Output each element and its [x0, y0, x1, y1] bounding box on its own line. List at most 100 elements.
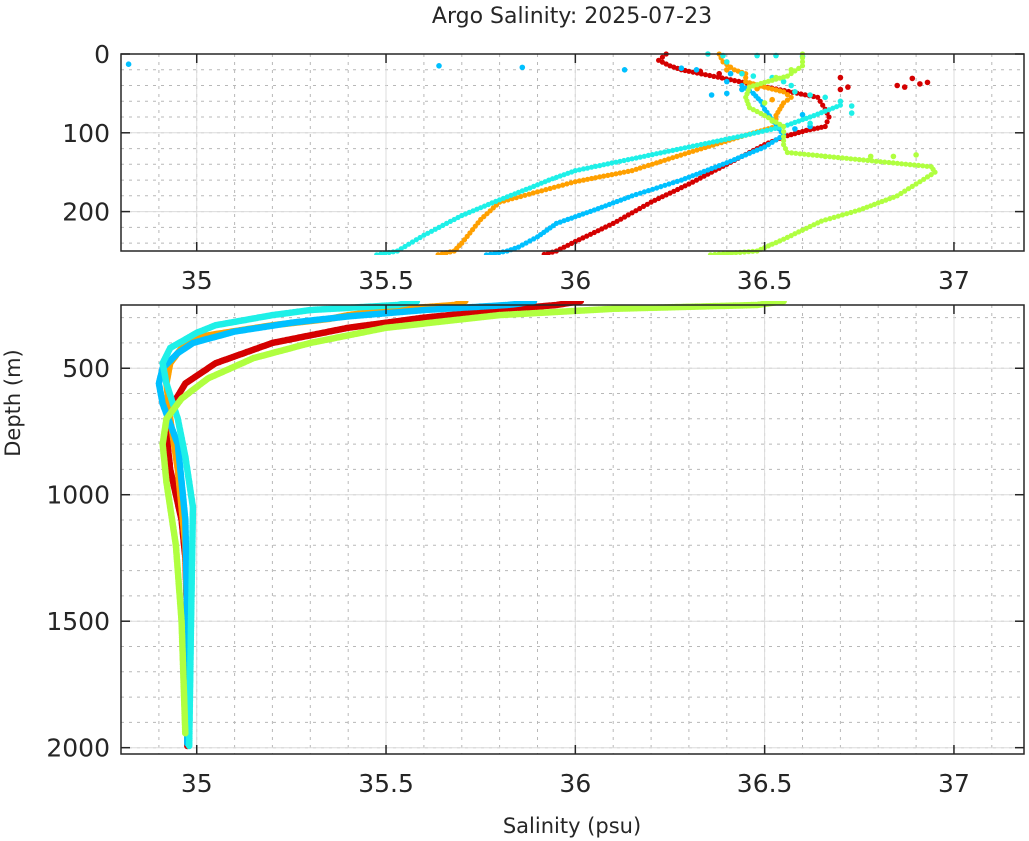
data-point [917, 81, 923, 87]
data-point [823, 217, 829, 223]
data-point [860, 157, 867, 163]
data-point [730, 135, 737, 141]
data-point [653, 151, 660, 157]
data-point [743, 71, 749, 77]
data-point [867, 153, 874, 160]
data-point [724, 59, 730, 65]
y-tick-label: 1500 [46, 607, 110, 636]
data-point [678, 65, 685, 71]
data-point [593, 175, 599, 181]
data-point [739, 82, 745, 89]
data-point [690, 148, 696, 154]
data-point [629, 210, 635, 216]
data-point [580, 177, 587, 183]
data-point [589, 164, 595, 170]
data-point [670, 155, 676, 161]
data-point [921, 176, 927, 182]
x-tick-label: 36.5 [737, 769, 793, 798]
data-point [572, 179, 578, 185]
data-point [788, 82, 794, 89]
data-point [928, 172, 934, 178]
data-point [722, 136, 729, 142]
data-point [784, 97, 791, 103]
data-point [909, 75, 916, 82]
data-point [727, 70, 734, 77]
data-point [739, 133, 745, 139]
chart-title: Argo Salinity: 2025-07-23 [432, 4, 712, 29]
data-point [894, 82, 900, 89]
data-point [629, 156, 635, 162]
data-point [564, 181, 570, 187]
data-point [698, 146, 704, 152]
data-point [658, 184, 664, 190]
data-point [605, 172, 611, 178]
data-point [614, 218, 620, 224]
data-point [378, 251, 384, 255]
data-point [648, 199, 654, 205]
data-point [555, 183, 562, 189]
data-point [837, 98, 844, 105]
data-point [654, 185, 660, 191]
data-point [589, 175, 595, 182]
data-point [831, 214, 837, 220]
data-point [894, 160, 901, 166]
data-point [601, 162, 607, 168]
data-point [657, 150, 664, 156]
data-point [597, 163, 603, 169]
x-tick-label: 36.5 [737, 266, 793, 295]
data-point [519, 242, 525, 248]
data-point [917, 179, 923, 185]
data-point [659, 54, 666, 60]
data-point [487, 251, 494, 255]
data-point [772, 125, 778, 131]
data-point [707, 72, 713, 79]
data-point [736, 78, 742, 84]
data-point [402, 243, 408, 250]
data-point [641, 189, 648, 195]
panel-frame [120, 304, 1025, 755]
data-point [617, 170, 623, 176]
data-point [707, 252, 714, 255]
data-point [694, 142, 700, 148]
data-point [907, 162, 913, 168]
data-point [799, 55, 806, 61]
data-point [781, 134, 787, 140]
data-point [743, 132, 749, 138]
data-point [724, 250, 731, 255]
data-point [911, 162, 917, 168]
data-point [716, 251, 722, 255]
data-point [694, 147, 700, 153]
data-point [820, 102, 826, 108]
x-tick-label: 37 [938, 266, 970, 295]
data-point [621, 169, 627, 175]
upper-panel-marks [125, 51, 938, 255]
data-point [807, 92, 813, 98]
data-point [483, 252, 489, 255]
data-point [625, 157, 631, 163]
x-tick-label: 35.5 [358, 769, 414, 798]
data-point [125, 61, 132, 67]
data-point [530, 190, 536, 196]
data-point [519, 64, 526, 71]
series-profile-sky-blue [125, 61, 813, 255]
data-point [682, 151, 688, 157]
data-point [541, 251, 547, 255]
data-point [374, 252, 380, 255]
data-point [751, 130, 757, 136]
data-point [886, 159, 892, 166]
data-point [735, 134, 741, 140]
data-point [597, 174, 603, 180]
data-point [551, 184, 557, 190]
data-point [865, 157, 871, 163]
data-point [182, 729, 189, 737]
data-point [720, 59, 726, 65]
data-point [657, 159, 664, 165]
data-point [784, 149, 791, 156]
x-tick-label: 36 [559, 266, 591, 295]
data-point [924, 174, 931, 180]
data-point [666, 148, 672, 154]
data-point [702, 141, 708, 147]
data-point [882, 159, 888, 165]
data-point [621, 157, 627, 164]
